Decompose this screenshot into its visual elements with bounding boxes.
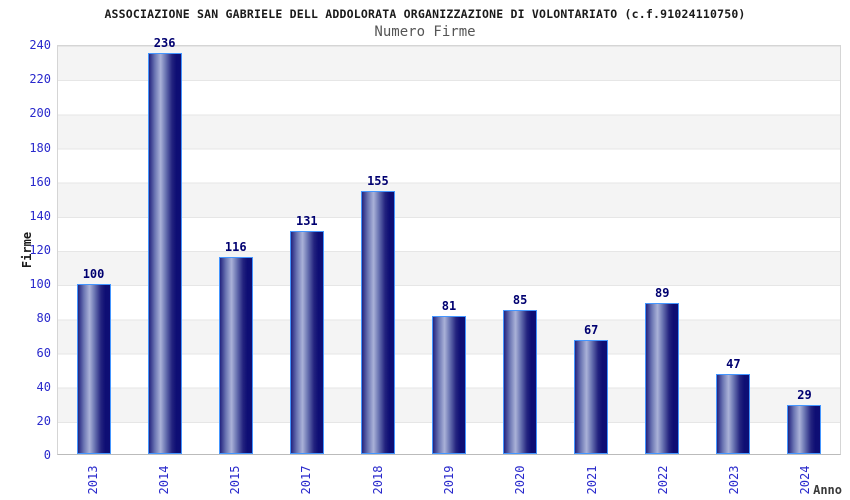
bar-group: 67 (574, 46, 609, 454)
bar-group: 131 (289, 46, 324, 454)
bar-value-label: 116 (224, 239, 247, 254)
y-tick-label: 220 (29, 72, 51, 87)
y-tick-label: 180 (29, 140, 51, 155)
x-axis-label: Anno (813, 483, 842, 497)
x-tick-label: 2022 (655, 465, 670, 495)
bar-value-label: 131 (295, 214, 318, 229)
bar-value-label: 236 (153, 35, 176, 50)
y-tick-label: 160 (29, 174, 51, 189)
y-axis: 0 20 40 60 80 100 120 140 160 180 200 220 240 (0, 38, 51, 462)
y-tick-label: 120 (29, 243, 51, 257)
bar-group: 116 (218, 46, 253, 454)
chart-subtitle: Numero Firme (374, 24, 476, 40)
y-tick-label: 60 (36, 345, 51, 360)
x-tick-label: 2014 (156, 465, 171, 495)
bar-group: 155 (360, 46, 395, 454)
x-tick-label: 2015 (228, 465, 243, 495)
bar (432, 316, 466, 454)
bar (716, 374, 751, 454)
bar-group: 47 (716, 46, 751, 454)
bar (76, 284, 111, 454)
bar-value-label: 85 (512, 292, 528, 307)
bar-group: 85 (503, 46, 538, 454)
x-tick-label: 2021 (584, 465, 599, 495)
y-tick-label: 200 (29, 106, 51, 121)
y-tick-label: 240 (29, 38, 51, 52)
y-tick-label: 0 (43, 448, 51, 462)
bar-group: 236 (147, 36, 182, 454)
x-tick-label: 2023 (727, 465, 742, 495)
x-tick-label: 2018 (370, 465, 385, 495)
x-tick-label: 2024 (798, 465, 813, 495)
bar-value-label: 81 (441, 299, 457, 314)
bar (289, 231, 324, 454)
y-tick-label: 80 (36, 311, 51, 326)
bar (218, 256, 253, 454)
bar (147, 52, 182, 454)
bar-value-label: 89 (655, 285, 670, 300)
bar-group: 29 (787, 46, 822, 454)
y-tick-label: 20 (36, 413, 51, 428)
y-tick-label: 140 (29, 208, 51, 223)
x-tick-label: 2013 (85, 465, 100, 495)
y-tick-label: 100 (29, 277, 51, 292)
chart-title: ASSOCIAZIONE SAN GABRIELE DELL ADDOLORAT… (104, 7, 746, 21)
x-axis: 2013 2014 2015 2017 2018 2019 2020 2021 2022 2023… (57, 456, 841, 500)
bar-value-label: 100 (82, 267, 105, 281)
x-tick-label: 2017 (299, 465, 314, 495)
bar-group: 89 (645, 46, 680, 454)
bar-value-label: 47 (726, 357, 741, 372)
bar-value-label: 29 (797, 387, 812, 402)
x-tick-label: 2019 (442, 465, 456, 495)
bar (787, 404, 822, 454)
bar-value-label: 67 (583, 323, 599, 338)
bar (574, 340, 609, 454)
bar-value-label: 155 (367, 173, 389, 188)
bar (645, 302, 680, 454)
x-tick-label: 2020 (513, 465, 528, 495)
bar (503, 309, 538, 454)
bar-group: 81 (432, 46, 466, 454)
y-tick-label: 40 (36, 379, 51, 394)
plot-area: 100 236 116 131 155 81 85 67 89 47 29 (57, 36, 841, 455)
bar (360, 190, 395, 454)
bar-group: 100 (76, 46, 111, 454)
